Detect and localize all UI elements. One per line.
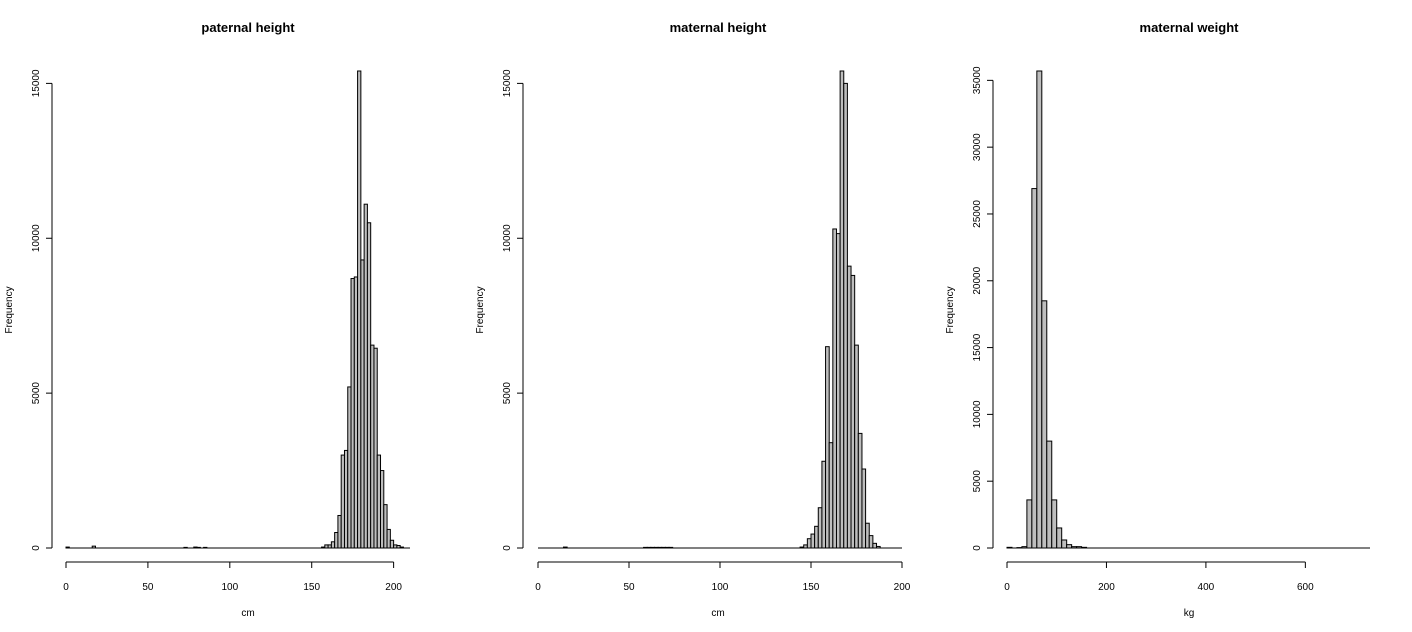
x-tick-label: 150 (803, 582, 820, 593)
y-axis: 0 5000 10000 15000 (502, 69, 524, 551)
x-axis: 0 50 100 150 200 (63, 561, 402, 593)
y-tick-label: 10000 (972, 400, 983, 428)
panel-maternal-weight: maternal weight Frequency kg 0 200 400 600 … (945, 20, 1370, 619)
y-tick-label: 5000 (502, 382, 513, 405)
histogram-bar (843, 82, 848, 549)
histogram-bar (825, 346, 830, 549)
y-axis: 0 5000 10000 15000 (31, 69, 53, 551)
x-tick-label: 200 (894, 582, 911, 593)
x-axis: 0 50 100 150 200 (535, 561, 911, 593)
x-axis-label: kg (1184, 608, 1195, 619)
histogram-bar (861, 468, 867, 549)
y-tick-label: 20000 (972, 266, 983, 294)
x-tick-label: 600 (1297, 582, 1314, 593)
chart-title: paternal height (201, 20, 295, 35)
panel-paternal-height: paternal height Frequency cm 0 50 100 150 20… (4, 20, 410, 619)
histogram-bar (817, 507, 823, 549)
y-tick-label: 15000 (502, 69, 513, 97)
histogram-bar (821, 460, 827, 549)
y-tick-label: 5000 (31, 382, 42, 405)
y-tick-label: 30000 (972, 133, 983, 161)
histogram-bar (1031, 188, 1038, 549)
histogram-bar (832, 228, 837, 549)
histogram-bar (868, 535, 874, 549)
y-tick-label: 15000 (31, 69, 42, 97)
histogram-bar (810, 533, 816, 549)
y-tick-label: 25000 (972, 200, 983, 228)
x-tick-label: 0 (535, 582, 541, 593)
x-tick-label: 0 (63, 582, 69, 593)
y-tick-label: 5000 (972, 470, 983, 493)
histogram-bar (839, 70, 845, 549)
chart-title: maternal height (670, 20, 767, 35)
bars (1006, 70, 1370, 549)
x-tick-label: 100 (712, 582, 729, 593)
histogram-bar (1066, 544, 1073, 549)
histogram-bar (1056, 527, 1063, 549)
histogram-bar (1061, 539, 1068, 549)
histogram-bar (835, 233, 841, 549)
histogram-bar (1026, 499, 1033, 549)
panel-maternal-height: maternal height Frequency cm 0 50 100 150 20… (475, 20, 911, 619)
y-axis-label: Frequency (475, 286, 486, 333)
histogram-bar (850, 274, 856, 549)
x-tick-label: 0 (1004, 582, 1010, 593)
y-axis-label: Frequency (4, 286, 15, 333)
x-axis-label: cm (711, 608, 724, 619)
bars (65, 70, 410, 549)
histogram-bar (854, 344, 859, 549)
y-tick-label: 15000 (972, 333, 983, 361)
bars (538, 70, 902, 549)
histogram-bar (1051, 499, 1058, 549)
histogram-bar (846, 265, 852, 549)
y-axis-label: Frequency (945, 286, 956, 333)
chart-title: maternal weight (1140, 20, 1240, 35)
x-tick-label: 200 (1098, 582, 1115, 593)
x-axis: 0 200 400 600 (1004, 561, 1314, 593)
y-tick-label: 35000 (972, 66, 983, 94)
y-axis: 0 5000 10000 15000 20000 25000 30000 35000 (972, 66, 994, 551)
histogram-bar (828, 442, 834, 549)
x-tick-label: 150 (303, 582, 320, 593)
y-tick-label: 10000 (502, 224, 513, 252)
histogram-bar (1041, 300, 1048, 549)
y-tick-label: 10000 (31, 224, 42, 252)
x-tick-label: 400 (1198, 582, 1215, 593)
histogram-bar (806, 538, 812, 549)
histogram-bar (814, 525, 819, 549)
x-tick-label: 50 (142, 582, 154, 593)
x-tick-label: 100 (221, 582, 238, 593)
x-tick-label: 50 (623, 582, 635, 593)
x-axis-label: cm (241, 608, 254, 619)
y-tick-label: 0 (972, 545, 983, 551)
x-tick-label: 200 (385, 582, 402, 593)
histogram-bar (872, 542, 878, 549)
histogram-bar (1046, 440, 1053, 549)
histogram-bar (1036, 70, 1043, 549)
y-tick-label: 0 (31, 545, 42, 551)
histogram-bar (865, 522, 870, 549)
histogram-bar (857, 432, 863, 549)
y-tick-label: 0 (502, 545, 513, 551)
